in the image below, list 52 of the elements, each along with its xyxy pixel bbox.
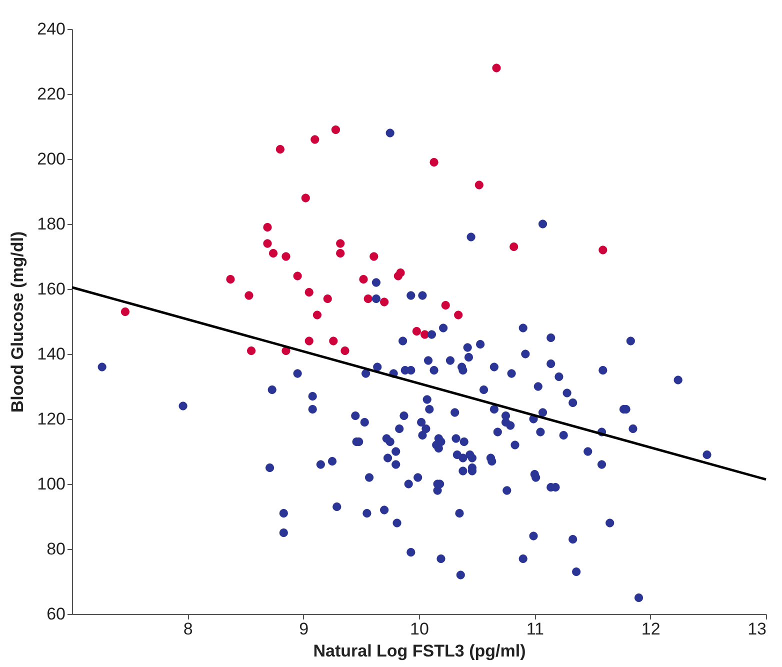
y-tick-label: 60 (46, 604, 66, 624)
x-tick-label: 10 (410, 620, 429, 638)
point (340, 346, 350, 356)
x-tick-label: 11 (526, 620, 544, 638)
point (430, 158, 438, 167)
point (394, 272, 403, 280)
point (336, 239, 345, 248)
x-tick-label: 12 (641, 620, 660, 638)
y-tick-label: 120 (37, 410, 66, 428)
point (412, 326, 422, 336)
point (263, 239, 272, 248)
point (441, 300, 450, 310)
y-tick-label: 220 (37, 84, 66, 104)
y-tick-label: 240 (37, 20, 66, 38)
point (268, 248, 278, 258)
x-axis-title: Natural Log FSTL3 (pg/ml) (313, 642, 526, 660)
point (304, 336, 314, 346)
y-axis-title: Blood Glucose (mg/dl) (8, 231, 28, 413)
point (331, 125, 340, 134)
x-tick-label: 8 (183, 620, 193, 638)
point (598, 246, 608, 254)
point (276, 144, 285, 154)
point (226, 274, 235, 284)
point (312, 310, 322, 320)
point (304, 288, 314, 297)
point (510, 242, 518, 252)
y-tick-label: 80 (46, 540, 66, 558)
point (454, 310, 463, 320)
point (246, 346, 256, 356)
point (492, 64, 501, 72)
y-tick-label: 180 (37, 214, 66, 234)
x-tick-label: 9 (299, 620, 309, 638)
point (323, 294, 332, 304)
point (336, 248, 345, 258)
point (282, 252, 290, 261)
point (244, 291, 254, 300)
point (293, 272, 302, 280)
x-tick-label: 13 (748, 620, 766, 638)
point (329, 336, 338, 346)
y-tick-label: 140 (37, 344, 66, 364)
point (310, 135, 320, 144)
point (263, 222, 272, 232)
y-tick-label: 200 (37, 150, 66, 168)
point (301, 194, 310, 202)
point (120, 307, 130, 316)
point (380, 298, 389, 306)
point (370, 252, 378, 261)
point (474, 180, 484, 190)
y-tick-label: 100 (37, 474, 66, 494)
point (359, 274, 368, 284)
y-tick-label: 160 (37, 280, 66, 298)
point (364, 294, 372, 304)
